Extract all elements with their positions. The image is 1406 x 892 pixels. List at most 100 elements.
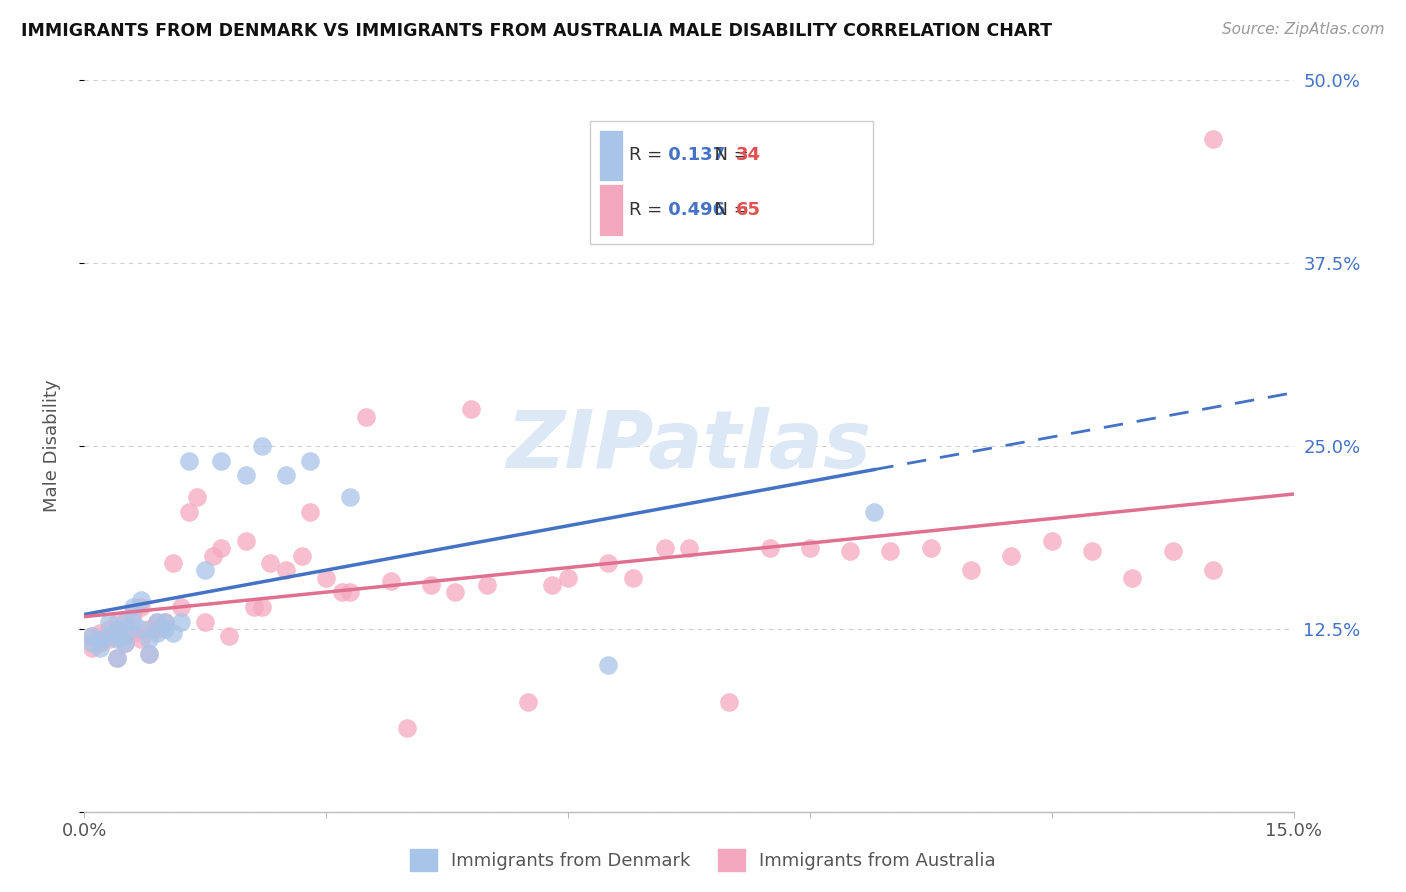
Point xyxy=(621,571,644,585)
Point xyxy=(960,563,983,577)
Point xyxy=(82,640,104,655)
Point xyxy=(1081,544,1104,558)
Point xyxy=(315,571,337,585)
Point xyxy=(218,629,240,643)
Point xyxy=(179,505,201,519)
Point xyxy=(146,622,169,636)
Point xyxy=(920,541,942,556)
Point xyxy=(235,468,257,483)
Point xyxy=(121,626,143,640)
Point xyxy=(129,622,152,636)
Point xyxy=(460,402,482,417)
Point xyxy=(138,647,160,661)
Text: 0.496: 0.496 xyxy=(662,201,725,219)
Point xyxy=(114,622,136,636)
Point xyxy=(863,505,886,519)
Point xyxy=(82,629,104,643)
Point xyxy=(138,647,160,661)
Text: R =: R = xyxy=(628,201,668,219)
Point xyxy=(121,599,143,614)
Point xyxy=(235,534,257,549)
Point xyxy=(146,615,169,629)
Point xyxy=(209,541,232,556)
Point xyxy=(291,549,314,563)
Point xyxy=(170,599,193,614)
Point xyxy=(299,505,322,519)
Point xyxy=(1202,132,1225,146)
Point xyxy=(105,622,128,636)
Text: N =: N = xyxy=(703,146,755,164)
Point xyxy=(114,615,136,629)
Point xyxy=(541,578,564,592)
Point xyxy=(186,490,208,504)
Point xyxy=(330,585,353,599)
Point xyxy=(557,571,579,585)
Point xyxy=(339,585,361,599)
Point xyxy=(395,722,418,736)
Point xyxy=(598,556,620,570)
Point xyxy=(97,632,120,646)
Point xyxy=(89,632,111,646)
Point xyxy=(202,549,225,563)
Point xyxy=(89,640,111,655)
Point xyxy=(598,658,620,673)
Point xyxy=(153,622,176,636)
Point xyxy=(146,615,169,629)
Point xyxy=(105,651,128,665)
Point xyxy=(1161,544,1184,558)
Point xyxy=(1000,549,1022,563)
Point xyxy=(114,636,136,650)
Text: 0.137: 0.137 xyxy=(662,146,725,164)
Point xyxy=(274,468,297,483)
Point xyxy=(339,490,361,504)
Point xyxy=(114,636,136,650)
Point xyxy=(879,544,901,558)
Text: N =: N = xyxy=(703,201,755,219)
Point xyxy=(194,563,217,577)
Point xyxy=(170,615,193,629)
Point xyxy=(420,578,443,592)
Point xyxy=(678,541,700,556)
Point xyxy=(444,585,467,599)
Point xyxy=(105,615,128,629)
Point xyxy=(114,629,136,643)
Text: ZIPatlas: ZIPatlas xyxy=(506,407,872,485)
Point xyxy=(194,615,217,629)
Point xyxy=(1202,563,1225,577)
Point xyxy=(97,615,120,629)
Point xyxy=(129,592,152,607)
Point xyxy=(839,544,862,558)
Point xyxy=(105,632,128,646)
Y-axis label: Male Disability: Male Disability xyxy=(42,380,60,512)
Point xyxy=(477,578,499,592)
Text: R =: R = xyxy=(628,146,668,164)
Point xyxy=(97,629,120,643)
Text: IMMIGRANTS FROM DENMARK VS IMMIGRANTS FROM AUSTRALIA MALE DISABILITY CORRELATION: IMMIGRANTS FROM DENMARK VS IMMIGRANTS FR… xyxy=(21,22,1052,40)
Point xyxy=(82,629,104,643)
Point xyxy=(138,632,160,646)
Point xyxy=(209,453,232,467)
Point xyxy=(758,541,780,556)
Point xyxy=(89,636,111,650)
Text: Source: ZipAtlas.com: Source: ZipAtlas.com xyxy=(1222,22,1385,37)
Point xyxy=(146,626,169,640)
Text: 65: 65 xyxy=(735,201,761,219)
Point xyxy=(179,453,201,467)
Point xyxy=(162,556,184,570)
Point xyxy=(242,599,264,614)
Point xyxy=(97,622,120,636)
Point xyxy=(82,636,104,650)
Point xyxy=(129,632,152,646)
Point xyxy=(153,615,176,629)
Point xyxy=(129,599,152,614)
Point xyxy=(153,615,176,629)
Point xyxy=(380,574,402,588)
Point xyxy=(138,622,160,636)
Point xyxy=(250,439,273,453)
Point xyxy=(105,651,128,665)
Point xyxy=(1040,534,1063,549)
Point xyxy=(718,695,741,709)
Point xyxy=(516,695,538,709)
Point xyxy=(356,409,378,424)
Point xyxy=(121,607,143,622)
